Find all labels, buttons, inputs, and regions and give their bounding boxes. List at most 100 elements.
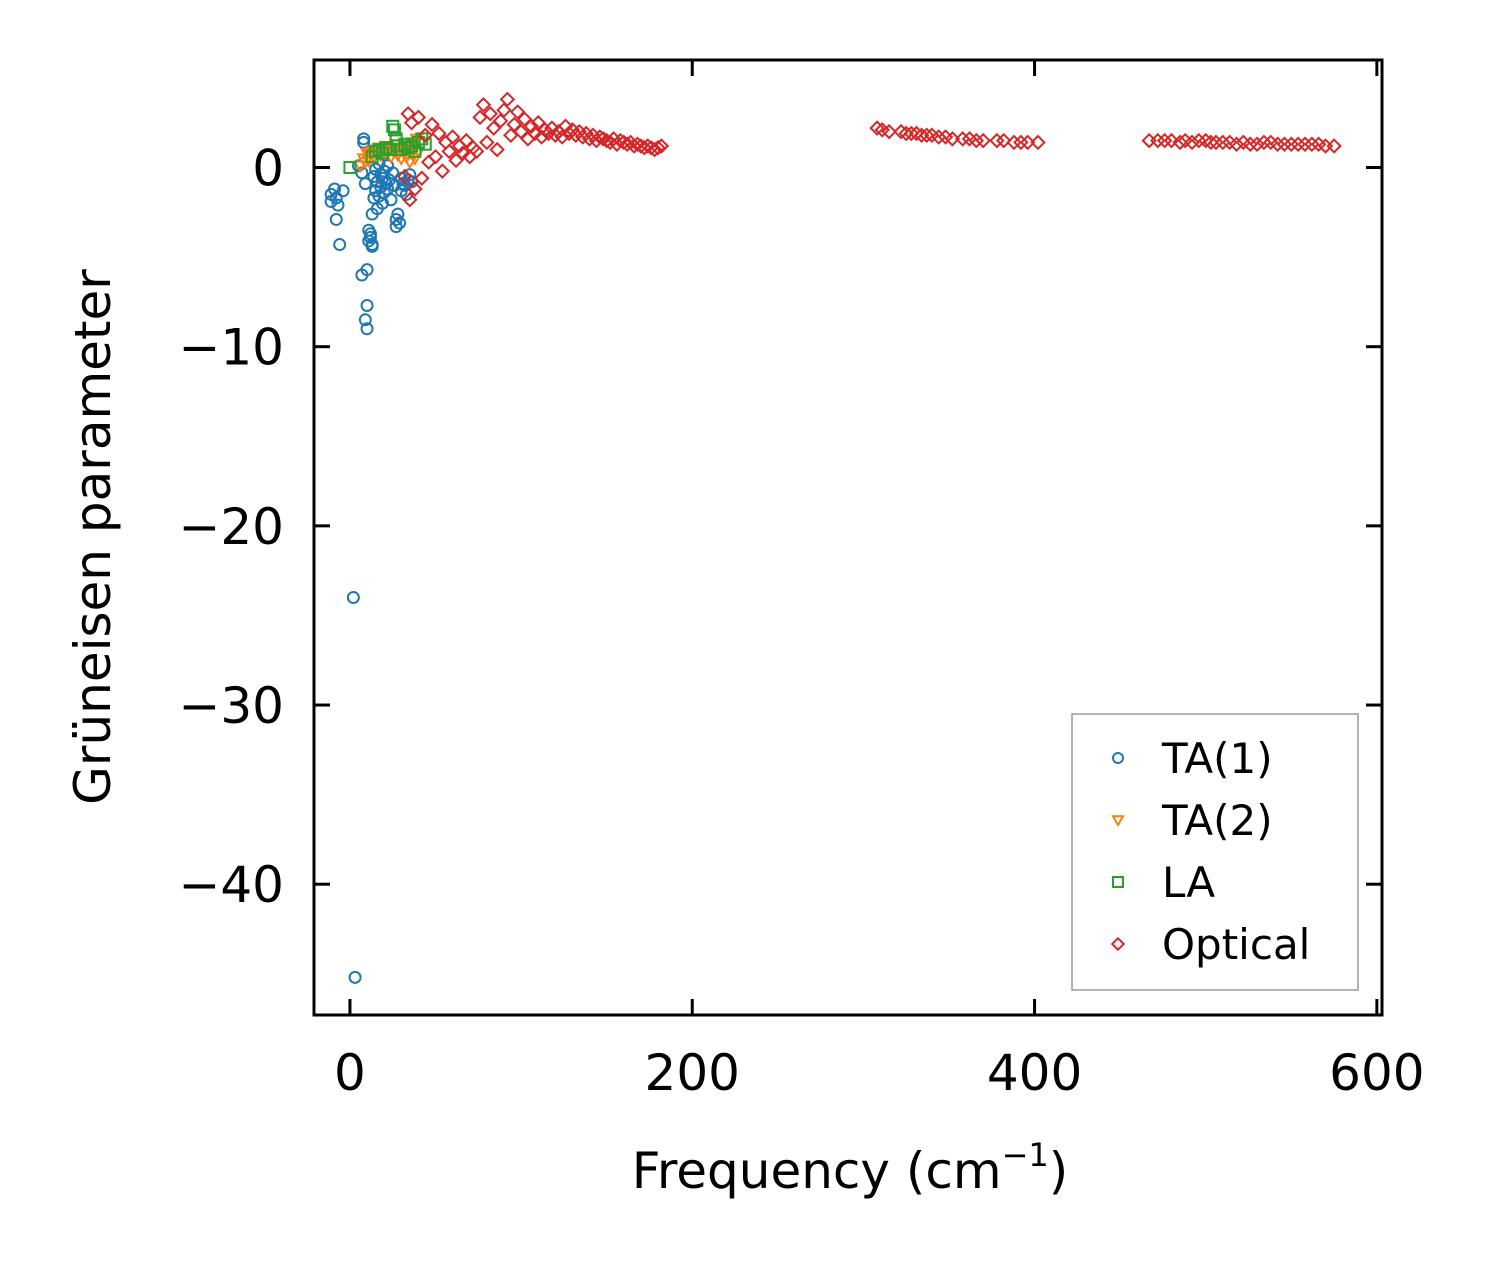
data-point [633,138,649,154]
data-point [482,106,499,122]
data-point [1256,134,1272,151]
data-point [346,591,360,605]
y-tick-label: −20 [178,498,284,556]
data-point [358,177,372,191]
data-point [913,127,930,143]
legend-frame [1071,713,1359,991]
data-point [1304,136,1320,152]
data-point [489,141,505,158]
y-tick-label: 0 [252,140,284,198]
data-point [636,140,653,156]
legend-label: TA(1) [1161,734,1273,783]
data-point [396,168,413,185]
data-point [492,113,509,129]
data-point [343,161,357,175]
data-point [944,131,961,147]
data-point [975,132,991,149]
data-point [411,135,425,149]
data-point [348,970,362,984]
data-point [1172,134,1188,151]
y-axis-label: Grüneisen parameter [64,269,122,805]
data-point [499,91,516,108]
data-point [358,313,372,327]
data-point [1208,134,1224,151]
data-point [869,120,885,136]
data-point [384,193,398,207]
legend-item: TA(1) [1112,734,1273,783]
data-point [1030,134,1046,151]
data-point [407,181,423,197]
data-point [391,207,405,221]
data-point [640,138,656,154]
data-point [377,186,391,200]
data-point [365,238,379,252]
data-point [1019,134,1036,151]
data-point [455,145,471,161]
data-point [407,153,423,167]
data-point [954,131,971,147]
data-point [1228,136,1245,152]
data-point [609,136,625,152]
data-point [1276,136,1293,152]
data-point [328,182,342,196]
data-point [1156,132,1173,149]
data-point [393,216,407,230]
data-point [357,135,371,149]
data-point [417,127,433,143]
data-point [389,220,403,234]
data-point [329,212,343,226]
data-point [881,123,897,140]
data-point [996,132,1012,149]
data-point [1242,136,1258,152]
data-point [646,141,663,158]
data-point [418,137,432,151]
data-point [363,230,377,244]
y-tick-label: −10 [178,319,284,377]
legend-item: Optical [1110,920,1310,969]
data-point [1283,136,1300,152]
data-point [360,322,374,336]
x-tick-label: 400 [987,1044,1082,1102]
legend-item: LA [1112,858,1215,907]
data-point [360,263,374,277]
data-point [968,132,985,149]
data-point [1297,136,1313,152]
ticks-layer: 0 200 400 600 0 −10 −20 −30 −40 [178,60,1425,1102]
data-point [989,132,1005,149]
legend-label: TA(2) [1161,796,1273,845]
data-point [898,125,914,142]
data-point [1215,134,1231,151]
data-point [629,136,646,152]
data-point [441,143,457,160]
data-point [523,118,540,135]
data-point [402,157,418,170]
y-tick-label: −30 [178,677,284,735]
data-point [479,134,495,151]
legend-marker [1110,936,1126,952]
data-point [379,177,393,191]
data-point [1249,136,1265,152]
data-point [424,116,440,133]
data-point [592,129,608,145]
data-point [1269,136,1286,152]
x-axis-label-superscript: −1 [1002,1136,1049,1174]
data-point [434,163,451,179]
data-point [402,192,418,208]
legend-label: Optical [1162,920,1310,969]
data-point [588,132,605,149]
data-point [431,125,447,142]
legend-marker [1111,815,1125,828]
data-point [336,184,350,198]
data-point [1150,132,1166,149]
data-point [1290,136,1306,152]
data-point [475,97,492,113]
data-point [387,123,401,137]
series-layer [324,91,1342,984]
legend-label: LA [1162,858,1215,907]
x-axis-label: Frequency (cm−1) [632,1136,1069,1200]
series-la [343,119,432,175]
data-point [653,138,670,154]
data-point [414,170,430,186]
data-point [1013,134,1029,151]
